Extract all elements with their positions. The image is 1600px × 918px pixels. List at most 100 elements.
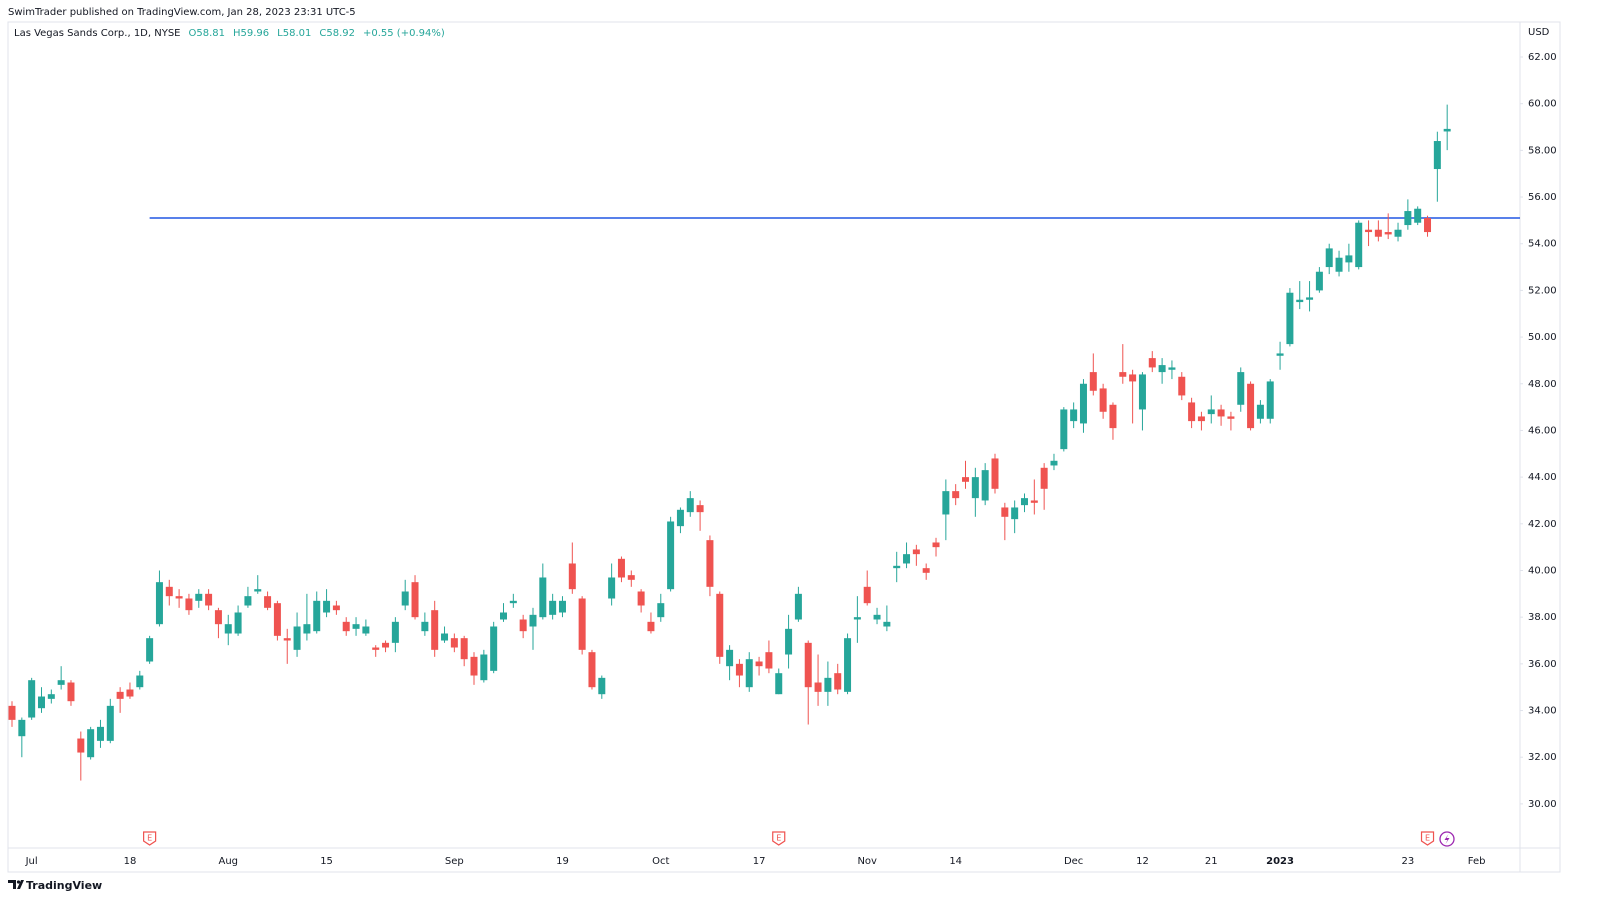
candle-body xyxy=(598,677,606,695)
x-tick-label: Aug xyxy=(218,856,238,867)
x-tick-label: 23 xyxy=(1401,856,1414,867)
y-tick-label: 36.00 xyxy=(1528,659,1557,670)
candle-body xyxy=(667,521,675,590)
candle-body xyxy=(382,642,390,648)
y-tick-label: 44.00 xyxy=(1528,472,1557,483)
candle-body xyxy=(1227,416,1235,419)
event-label: E xyxy=(147,834,152,843)
candle-body xyxy=(883,621,891,627)
x-tick-label: Jul xyxy=(25,856,38,867)
candle-body xyxy=(96,726,104,741)
y-tick-label: 58.00 xyxy=(1528,145,1557,156)
tradingview-logo xyxy=(8,880,24,889)
candle-body xyxy=(470,656,478,676)
candle-body xyxy=(18,719,26,737)
candle-body xyxy=(441,633,449,641)
candle-body xyxy=(352,624,360,629)
candle-body xyxy=(244,596,252,606)
candle-body xyxy=(1325,248,1333,268)
lightning-icon xyxy=(1439,831,1455,847)
candle-body xyxy=(853,617,861,620)
candle-body xyxy=(1384,232,1392,235)
candle-body xyxy=(460,638,468,660)
candle-body xyxy=(126,689,134,697)
candle-body xyxy=(657,603,665,618)
candle-body xyxy=(1433,141,1441,170)
candle-body xyxy=(293,626,301,650)
y-tick-label: 30.00 xyxy=(1528,799,1557,810)
x-tick-label: 12 xyxy=(1136,856,1149,867)
candle-body xyxy=(28,680,36,718)
candle-body xyxy=(1001,507,1009,517)
candle-body xyxy=(1424,218,1432,233)
x-tick-label: 17 xyxy=(753,856,766,867)
candle-body xyxy=(342,621,350,632)
candle-body xyxy=(273,603,281,636)
x-tick-label: 18 xyxy=(124,856,137,867)
y-tick-label: 46.00 xyxy=(1528,425,1557,436)
candle-body xyxy=(165,586,173,597)
candle-body xyxy=(1197,416,1205,422)
candle-body xyxy=(8,705,16,720)
x-tick-label: Sep xyxy=(445,856,464,867)
candle-body xyxy=(1374,229,1382,237)
candle-body xyxy=(362,626,370,634)
candle-body xyxy=(1237,372,1245,405)
candle-body xyxy=(814,682,822,692)
y-tick-label: 50.00 xyxy=(1528,332,1557,343)
candle-body xyxy=(500,612,507,620)
candle-body xyxy=(509,600,517,604)
x-tick-label: 15 xyxy=(320,856,333,867)
candle-body xyxy=(77,738,85,753)
candle-body xyxy=(539,577,547,618)
candle-body xyxy=(912,549,920,555)
candle-body xyxy=(676,509,684,527)
y-tick-label: 52.00 xyxy=(1528,285,1557,296)
candle-body xyxy=(952,491,960,499)
candle-body xyxy=(519,619,527,632)
y-tick-label: 40.00 xyxy=(1528,565,1557,576)
candle-body xyxy=(962,477,970,482)
candle-body xyxy=(1109,404,1117,429)
frame xyxy=(7,21,1561,873)
candle-body xyxy=(1030,500,1038,503)
candle-body xyxy=(804,642,812,688)
candle-body xyxy=(175,596,183,599)
candle-body xyxy=(549,600,557,615)
candle-body xyxy=(588,652,596,688)
candle-body xyxy=(411,582,419,618)
ohlc-value: O58.81 xyxy=(189,28,226,39)
candle-body xyxy=(785,628,793,655)
candle-body xyxy=(1089,372,1097,391)
candle-body xyxy=(372,647,380,650)
candle-body xyxy=(37,696,45,709)
candle-body xyxy=(1394,229,1402,237)
candle-body xyxy=(155,582,163,625)
candle-body xyxy=(617,558,625,578)
ohlc-value: H59.96 xyxy=(233,28,269,39)
candle-body xyxy=(696,505,704,513)
candle-body xyxy=(1256,404,1264,419)
candle-body xyxy=(1207,409,1215,415)
candle-body xyxy=(116,691,124,699)
candle-body xyxy=(1247,383,1255,429)
candle-body xyxy=(1138,374,1146,410)
candle-body xyxy=(558,600,566,613)
candle-body xyxy=(450,638,458,648)
candle-body xyxy=(1178,376,1186,396)
y-tick-label: 54.00 xyxy=(1528,239,1557,250)
candle-body xyxy=(932,542,940,548)
candle-body xyxy=(323,600,331,613)
candle-body xyxy=(568,563,576,590)
candle-body xyxy=(627,575,635,580)
candle-body xyxy=(146,638,154,662)
footer-brand: TradingView xyxy=(26,879,102,892)
ohlc-value: +0.55 (+0.94%) xyxy=(363,28,445,39)
candle-body xyxy=(421,621,429,632)
candle-body xyxy=(1011,507,1019,520)
candle-body xyxy=(1296,299,1304,303)
candle-body xyxy=(971,477,979,499)
candle-body xyxy=(735,663,743,676)
